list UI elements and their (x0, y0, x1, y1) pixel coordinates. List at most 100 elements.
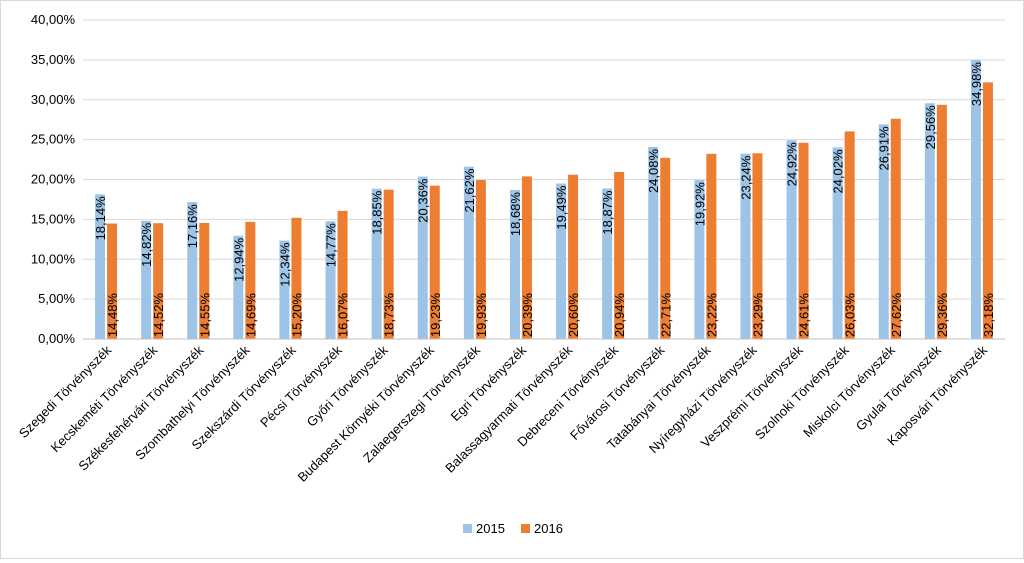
bar-2015 (187, 202, 198, 339)
legend-label-2016: 2016 (534, 521, 563, 536)
legend-label-2015: 2015 (476, 521, 505, 536)
y-tick-label: 20,00% (31, 172, 76, 187)
bar-2016 (521, 176, 532, 339)
data-label-2016: 20,94% (612, 293, 627, 338)
data-label-2016: 24,61% (797, 293, 812, 338)
bar-2016 (429, 185, 440, 339)
bar-2016 (475, 180, 486, 339)
bar-2015 (279, 240, 290, 339)
bar-2016 (752, 153, 763, 339)
bar-2016 (982, 82, 993, 339)
data-label-2015: 26,91% (877, 126, 892, 171)
data-label-2015: 23,24% (738, 155, 753, 200)
bar-2016 (245, 221, 256, 339)
bar-2015 (325, 221, 336, 339)
data-label-2015: 19,49% (554, 185, 569, 230)
y-tick-label: 40,00% (31, 12, 76, 27)
data-label-2016: 27,62% (889, 293, 904, 338)
bar-2015 (417, 176, 428, 339)
data-label-2016: 14,48% (105, 293, 120, 338)
bar-2016 (706, 153, 717, 339)
bar-2015 (509, 190, 520, 339)
y-tick-label: 10,00% (31, 251, 76, 266)
data-label-2015: 21,62% (462, 168, 477, 213)
data-label-2016: 29,36% (935, 293, 950, 338)
y-tick-label: 0,00% (38, 331, 75, 346)
gridlines (83, 19, 1005, 300)
bar-2015 (878, 124, 889, 339)
data-label-2016: 14,52% (151, 293, 166, 338)
bar-2016 (153, 223, 164, 339)
bars (95, 60, 993, 340)
data-label-2015: 18,14% (93, 196, 108, 241)
data-label-2016: 18,73% (382, 293, 397, 338)
bar-2015 (463, 166, 474, 339)
category-label: Pécsi Törvényszék (257, 342, 345, 430)
bar-2015 (648, 146, 659, 339)
data-label-2016: 20,60% (566, 293, 581, 338)
y-axis-ticks: 0,00% 5,00% 10,00% 15,00% 20,00% 25,00% 30,00%… (31, 12, 76, 346)
category-label: Győri Törvényszék (304, 342, 391, 429)
data-label-2016: 14,69% (243, 293, 258, 338)
bar-2015 (602, 188, 613, 339)
bar-2015 (141, 220, 152, 339)
bar-2015 (95, 194, 106, 339)
bar-2015 (556, 183, 567, 339)
y-tick-label: 15,00% (31, 211, 76, 226)
data-label-2016: 32,18% (981, 293, 996, 338)
data-label-2016: 19,93% (474, 293, 489, 338)
legend: 2015 2016 (463, 521, 563, 536)
data-label-2016: 22,71% (658, 293, 673, 338)
bar-2016 (337, 210, 348, 339)
bar-2016 (614, 172, 625, 339)
data-label-2015: 18,85% (370, 190, 385, 235)
bar-2015 (694, 180, 705, 339)
data-label-2015: 18,87% (600, 190, 615, 235)
data-label-2015: 12,34% (277, 242, 292, 287)
bar-2016 (890, 118, 901, 339)
bar-2016 (936, 104, 947, 339)
y-tick-label: 30,00% (31, 92, 76, 107)
data-label-2015: 14,77% (324, 223, 339, 268)
data-label-2016: 23,29% (750, 293, 765, 338)
data-label-2015: 20,36% (416, 178, 431, 223)
y-tick-label: 35,00% (31, 52, 76, 67)
bar-2015 (832, 147, 843, 339)
data-label-2016: 26,03% (843, 293, 858, 338)
data-label-2015: 34,98% (969, 62, 984, 107)
data-labels: 18,14% 14,48% 14,82% 14,52% 17,16% 14,55% 12,9… (93, 62, 996, 337)
data-label-2016: 20,39% (520, 293, 535, 338)
data-label-2015: 29,56% (923, 105, 938, 150)
data-label-2015: 14,82% (139, 222, 154, 267)
y-tick-label: 25,00% (31, 132, 76, 147)
data-label-2015: 19,92% (692, 182, 707, 227)
bar-2016 (291, 217, 302, 339)
bar-2015 (786, 140, 797, 339)
bar-2015 (371, 188, 382, 339)
bar-2016 (107, 223, 118, 339)
data-label-2016: 16,07% (336, 293, 351, 338)
y-tick-label: 5,00% (38, 291, 75, 306)
data-label-2015: 24,08% (646, 149, 661, 194)
bar-2016 (568, 174, 579, 339)
data-label-2016: 15,20% (289, 293, 304, 338)
bar-2016 (798, 142, 809, 339)
bar-2015 (924, 103, 935, 339)
data-label-2015: 17,16% (185, 204, 200, 249)
bar-2016 (383, 189, 394, 339)
bar-2015 (970, 60, 981, 340)
data-label-2015: 24,92% (785, 142, 800, 187)
data-label-2016: 23,22% (704, 293, 719, 338)
bar-2015 (740, 153, 751, 339)
legend-swatch-2015 (463, 524, 472, 533)
data-label-2015: 18,68% (508, 192, 523, 237)
data-label-2016: 19,23% (428, 293, 443, 338)
bar-2015 (233, 235, 244, 339)
data-label-2016: 14,55% (197, 293, 212, 338)
data-label-2015: 24,02% (831, 149, 846, 194)
category-label: Gyulai Törvényszék (853, 342, 945, 434)
data-label-2015: 12,94% (231, 237, 246, 282)
bar-2016 (199, 222, 210, 339)
